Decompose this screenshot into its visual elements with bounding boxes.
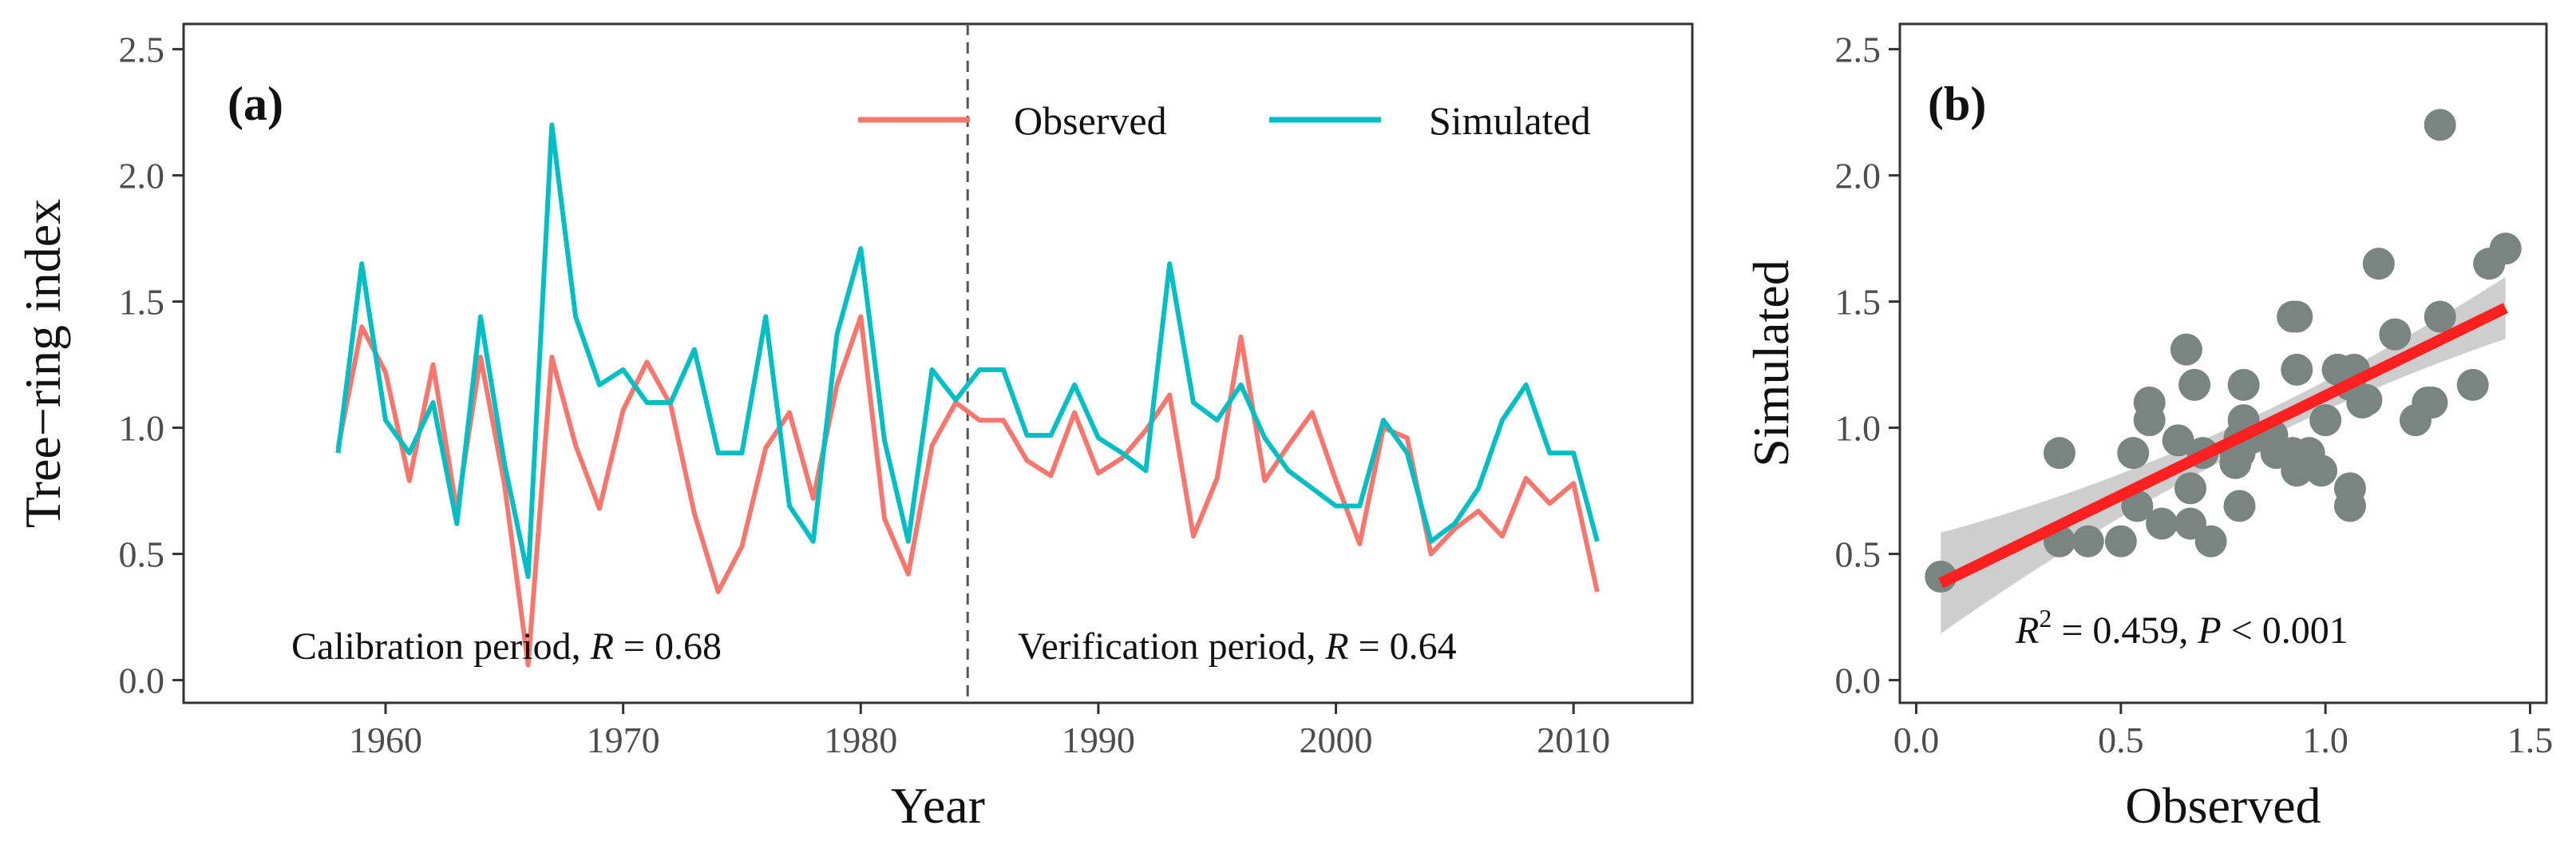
legend-simulated-label: Simulated [1429, 98, 1591, 143]
x-tick-label: 1980 [824, 720, 897, 760]
scatter-point [2194, 525, 2227, 557]
calibration-prefix: Calibration period, [291, 625, 591, 668]
y-tick-label: 1.0 [1835, 408, 1882, 449]
panel-a-y-ticks: 0.0 0.5 1.0 1.5 2.0 2.5 [119, 30, 184, 701]
scatter-point [2104, 525, 2137, 557]
scatter-point [2281, 353, 2313, 386]
panel-a-x-axis-title: Year [891, 777, 985, 834]
legend-observed-label: Observed [1014, 98, 1167, 143]
y-tick-label: 0.5 [119, 534, 165, 575]
scatter-point [2362, 248, 2395, 280]
scatter-point [2333, 472, 2366, 505]
legend: Observed Simulated [858, 98, 1591, 143]
panel-b-x-ticks: 0.0 0.5 1.0 1.5 [1893, 703, 2553, 760]
scatter-point [2456, 368, 2489, 401]
panel-b-y-ticks: 0.0 0.5 1.0 1.5 2.0 2.5 [1835, 30, 1900, 701]
y-tick-label: 1.5 [1835, 282, 1882, 323]
y-tick-label: 2.5 [1835, 30, 1882, 70]
scatter-point [2424, 109, 2456, 141]
annotation-superscript: 2 [2039, 604, 2052, 633]
y-tick-label: 2.5 [119, 30, 165, 70]
calibration-r-value: = 0.68 [614, 625, 722, 668]
calibration-r-symbol: R [590, 625, 614, 668]
x-tick-label: 2000 [1300, 720, 1373, 760]
regression-annotation: R2 = 0.459, P < 0.001 [2015, 604, 2348, 652]
panel-a-line-chart: 0.0 0.5 1.0 1.5 2.0 2.5 1960 1970 1980 1990 2000 2… [14, 22, 1694, 834]
regression-line [1938, 303, 2508, 589]
scatter-point [2043, 437, 2075, 470]
verification-prefix: Verification period, [1018, 625, 1325, 668]
scatter-point [2133, 404, 2166, 437]
scatter-point [2424, 300, 2456, 333]
y-tick-label: 0.0 [1835, 661, 1882, 701]
panel-b-plot-frame [1898, 22, 2548, 704]
x-tick-label: 2010 [1537, 720, 1610, 760]
panel-a-label: (a) [228, 77, 283, 130]
scatter-point [2178, 368, 2211, 401]
panel-b-scatter-chart: 0.0 0.5 1.0 1.5 2.0 2.5 0.0 0.5 1.0 1.5 (b) R2 =… [1743, 22, 2553, 834]
scatter-point [2277, 300, 2309, 333]
x-tick-label: 0.5 [2098, 720, 2144, 760]
y-tick-label: 1.0 [119, 408, 165, 449]
scatter-point [2146, 507, 2178, 540]
scatter-point [2174, 472, 2206, 505]
panel-a-y-axis-title: Tree−ring index [14, 199, 71, 528]
annotation-p-symbol: P [2197, 609, 2221, 652]
scatter-point [2293, 437, 2325, 470]
panel-b-y-axis-title: Simulated [1743, 260, 1799, 467]
panel-a-x-ticks: 1960 1970 1980 1990 2000 2010 [349, 703, 1610, 760]
verification-annotation: Verification period, R = 0.64 [1018, 625, 1457, 668]
x-tick-label: 1990 [1062, 720, 1135, 760]
x-tick-label: 0.0 [1893, 720, 1940, 760]
calibration-annotation: Calibration period, R = 0.68 [291, 625, 722, 668]
scatter-point [2379, 318, 2412, 351]
scatter-point [2489, 232, 2522, 265]
scatter-point [2227, 368, 2260, 401]
panel-b-label: (b) [1928, 77, 1986, 130]
x-tick-label: 1.0 [2302, 720, 2348, 760]
annotation-r-symbol: R [2015, 609, 2039, 652]
verification-r-symbol: R [1324, 625, 1348, 668]
annotation-r2-value: = 0.459, [2052, 609, 2198, 652]
annotation-p-value: < 0.001 [2222, 609, 2348, 652]
verification-r-value: = 0.64 [1349, 625, 1457, 668]
x-tick-label: 1960 [349, 720, 422, 760]
x-tick-label: 1.5 [2507, 720, 2554, 760]
scatter-point [2309, 404, 2342, 437]
panel-b-x-axis-title: Observed [2125, 777, 2321, 834]
scatter-point [2416, 386, 2448, 419]
scatter-point [2223, 490, 2256, 522]
scatter-point [2121, 490, 2154, 522]
scatter-point [2162, 424, 2194, 457]
scatter-point [2071, 525, 2104, 557]
panel-a-plot-frame [182, 22, 1694, 704]
y-tick-label: 0.0 [119, 661, 165, 701]
simulated-series-line [335, 122, 1600, 579]
scatter-point [2170, 333, 2202, 366]
y-tick-label: 0.5 [1835, 534, 1882, 575]
y-tick-label: 2.0 [1835, 156, 1882, 196]
x-tick-label: 1970 [587, 720, 660, 760]
y-tick-label: 1.5 [119, 282, 165, 323]
scatter-point [2117, 437, 2150, 470]
y-tick-label: 2.0 [119, 156, 165, 196]
